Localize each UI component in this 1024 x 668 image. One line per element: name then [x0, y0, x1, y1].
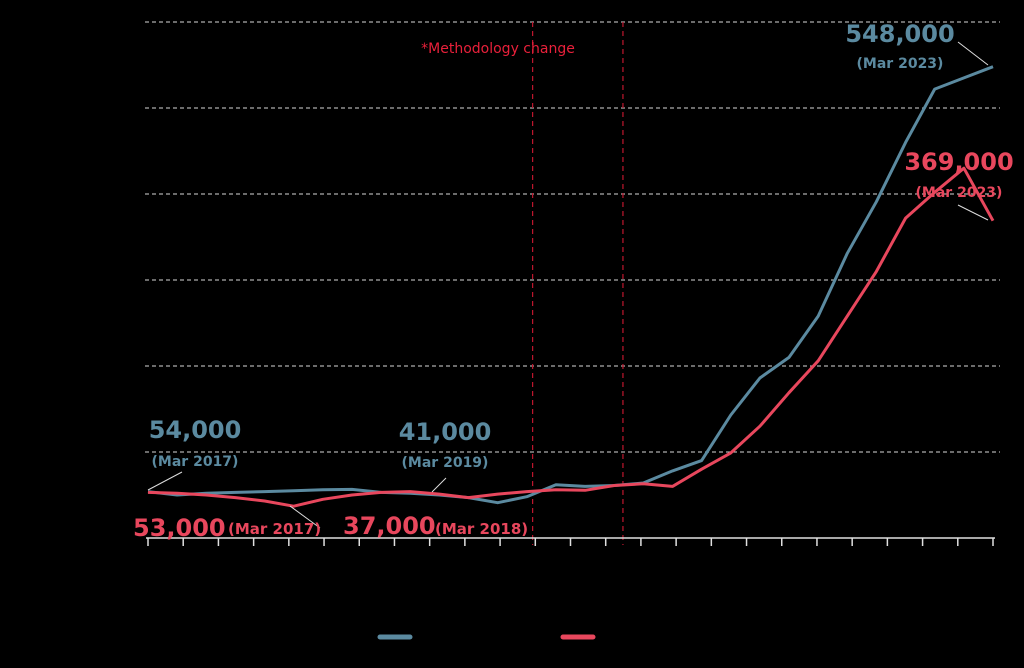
gridlines: [145, 21, 1000, 545]
annotation-date: (Mar 2018): [435, 520, 528, 538]
annotation-value: 37,000: [343, 512, 436, 540]
series-lines: [147, 65, 995, 508]
series-line-1: [147, 65, 994, 505]
annotations: 54,000 (Mar 2017) 41,000 (Mar 2019) 548,000 (…: [133, 20, 1014, 542]
annotation-value: 41,000: [399, 418, 492, 446]
annotation-leader: [957, 41, 989, 66]
series-line-2: [147, 166, 995, 508]
annotation-date: (Mar 2017): [228, 520, 321, 538]
annotation-date: (Mar 2017): [152, 454, 239, 470]
annotation-value: 369,000: [904, 148, 1013, 176]
annotation-date: (Mar 2023): [916, 185, 1003, 201]
annotation-value: 548,000: [845, 20, 954, 48]
annotation-value: 53,000: [133, 514, 226, 542]
annotation-date: (Mar 2023): [857, 56, 944, 72]
annotation-leader: [431, 477, 447, 493]
annotation-value: 54,000: [149, 416, 242, 444]
annotation-date: (Mar 2019): [402, 455, 489, 471]
annotation-leader: [147, 471, 183, 491]
x-axis: [146, 537, 995, 546]
annotation-leader: [289, 505, 321, 529]
methodology-note: *Methodology change: [421, 41, 575, 57]
annotation-leader: [957, 204, 989, 221]
